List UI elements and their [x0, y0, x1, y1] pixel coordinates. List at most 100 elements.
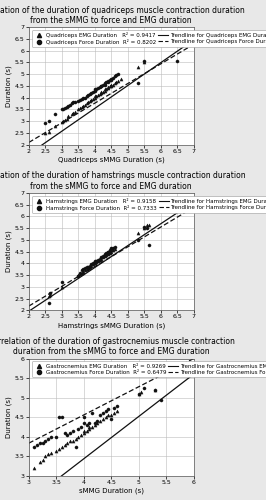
Point: [159, 396, 163, 404]
Point: [104, 86, 109, 94]
Point: [83, 266, 87, 274]
Point: [76, 106, 80, 114]
Point: [109, 246, 113, 254]
Point: [109, 245, 113, 253]
Point: [102, 252, 107, 260]
Point: [48, 291, 52, 299]
Point: [90, 410, 94, 418]
Point: [83, 100, 87, 108]
Point: [88, 90, 92, 98]
Point: [96, 256, 100, 264]
Point: [61, 117, 66, 125]
Point: [119, 75, 123, 83]
Point: [86, 98, 90, 106]
Point: [94, 257, 98, 265]
Point: [107, 76, 112, 84]
Point: [109, 416, 113, 424]
Point: [81, 102, 85, 110]
Point: [95, 417, 100, 425]
Point: [94, 86, 98, 94]
Point: [73, 435, 78, 443]
Point: [76, 271, 80, 279]
Legend: Gastrocnemius EMG Duration   R² = 0.9269, Gastrocnemius Force Duration  R² = 0.6: Gastrocnemius EMG Duration R² = 0.9269, …: [32, 362, 266, 377]
Point: [47, 299, 51, 307]
Point: [48, 288, 52, 296]
Point: [142, 58, 146, 66]
Point: [93, 258, 97, 266]
Point: [66, 112, 70, 120]
X-axis label: sMMG Duration (s): sMMG Duration (s): [79, 488, 144, 494]
Point: [83, 264, 87, 272]
Point: [98, 256, 102, 264]
Point: [99, 254, 103, 262]
Point: [54, 446, 59, 454]
Point: [145, 220, 149, 228]
Point: [135, 63, 140, 71]
Point: [102, 251, 107, 259]
Point: [98, 90, 102, 98]
Point: [99, 89, 103, 97]
Point: [46, 450, 50, 458]
Point: [89, 89, 94, 97]
Point: [66, 102, 70, 110]
Point: [142, 223, 146, 231]
Point: [84, 421, 89, 429]
Point: [63, 429, 67, 437]
Point: [93, 86, 97, 94]
Point: [142, 384, 146, 392]
Point: [86, 91, 90, 99]
Point: [107, 248, 112, 256]
Point: [145, 224, 149, 232]
Point: [80, 103, 84, 111]
Y-axis label: Duration (s): Duration (s): [6, 65, 12, 106]
Point: [91, 94, 95, 102]
Point: [43, 120, 47, 128]
Point: [103, 414, 108, 422]
Point: [106, 77, 110, 85]
Point: [142, 224, 146, 232]
Point: [65, 114, 69, 122]
Point: [101, 252, 105, 260]
Point: [99, 82, 103, 90]
Point: [60, 106, 64, 114]
Point: [86, 264, 90, 272]
Point: [63, 116, 67, 124]
Point: [68, 429, 72, 437]
Point: [60, 414, 64, 422]
Point: [76, 433, 80, 441]
Point: [54, 433, 59, 441]
Point: [106, 83, 110, 91]
Point: [175, 35, 179, 43]
Point: [32, 442, 36, 450]
Point: [107, 82, 112, 90]
Point: [93, 419, 97, 427]
Point: [106, 248, 110, 256]
Point: [102, 80, 107, 88]
Point: [84, 92, 89, 100]
Point: [60, 278, 64, 286]
Point: [112, 410, 116, 418]
Point: [116, 70, 120, 78]
Point: [38, 458, 42, 466]
Point: [96, 91, 100, 99]
Point: [49, 448, 53, 456]
Point: [111, 244, 115, 252]
Point: [70, 100, 74, 108]
Point: [65, 438, 69, 446]
Point: [95, 419, 100, 427]
Point: [98, 412, 102, 420]
Point: [76, 272, 80, 280]
Point: [102, 86, 107, 94]
Point: [40, 438, 45, 446]
Point: [91, 260, 95, 268]
Point: [57, 444, 61, 452]
Point: [61, 106, 66, 114]
X-axis label: Quadriceps sMMG Duration (s): Quadriceps sMMG Duration (s): [58, 156, 165, 163]
Point: [98, 83, 102, 91]
Point: [60, 283, 64, 291]
Point: [63, 104, 67, 112]
Point: [103, 408, 108, 416]
Point: [106, 248, 110, 256]
Point: [106, 250, 110, 258]
Point: [113, 72, 117, 80]
